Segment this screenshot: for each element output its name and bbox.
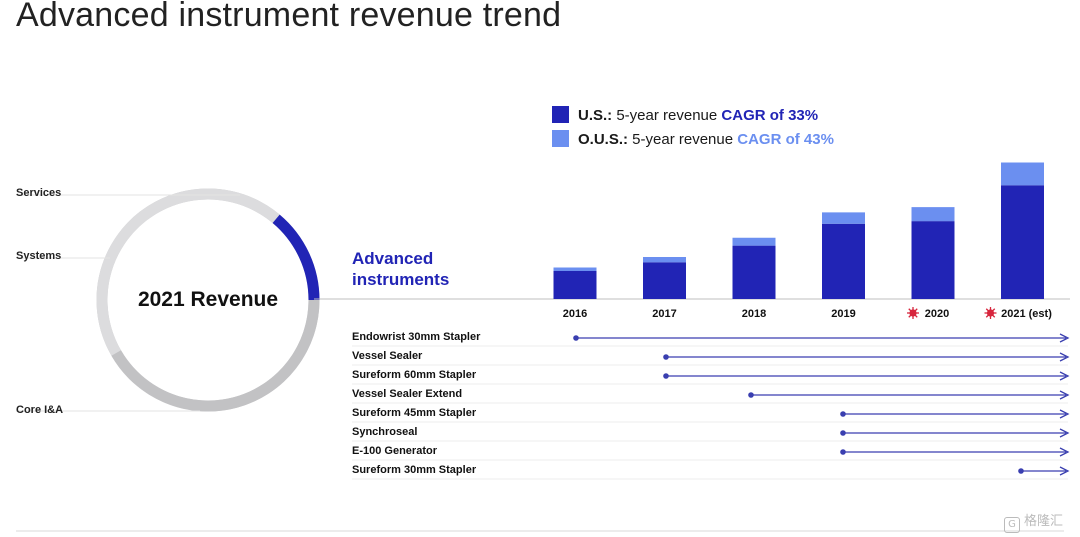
timeline-launch-dot xyxy=(748,392,754,398)
bar-ous xyxy=(553,267,597,271)
bar-us xyxy=(822,223,865,299)
arrow-head-icon xyxy=(1059,352,1070,362)
bar-us xyxy=(732,245,776,299)
product-label: Synchroseal xyxy=(352,426,418,438)
watermark-logo-icon: G xyxy=(1004,517,1020,533)
bar-ous xyxy=(643,257,686,263)
x-tick-label: 2017 xyxy=(652,308,676,320)
product-label: Endowrist 30mm Stapler xyxy=(352,331,481,343)
advanced-instruments-label: Advanced instruments xyxy=(352,249,450,289)
x-tick-label: 2016 xyxy=(563,308,587,320)
timeline-launch-dot xyxy=(1018,468,1024,474)
arrow-head-icon xyxy=(1059,333,1070,343)
legend-ous: O.U.S.: 5-year revenue CAGR of 43% xyxy=(552,130,834,148)
timeline-launch-dot xyxy=(840,449,846,455)
product-label: E-100 Generator xyxy=(352,445,437,457)
legend-us-bold: U.S.: xyxy=(578,107,613,124)
legend-ous-text: 5-year revenue xyxy=(628,131,738,148)
arrow-head-icon xyxy=(1059,466,1070,476)
legend-ous-cagr: CAGR of 43% xyxy=(737,131,834,148)
product-label: Sureform 60mm Stapler xyxy=(352,369,477,381)
timeline-launch-dot xyxy=(840,411,846,417)
bar-us xyxy=(643,262,686,299)
timeline-launch-dot xyxy=(663,354,669,360)
donut-center-label: 2021 Revenue xyxy=(137,288,279,311)
arrow-head-icon xyxy=(1059,447,1070,457)
arrow-head-icon xyxy=(1059,390,1070,400)
segment-label-core: Core I&A xyxy=(16,404,64,416)
bar-us xyxy=(553,271,597,299)
product-label: Vessel Sealer xyxy=(352,350,423,362)
legend-us-swatch xyxy=(552,106,569,123)
legend-ous-swatch xyxy=(552,130,569,147)
virus-marker-body xyxy=(909,309,917,317)
virus-marker-body xyxy=(986,309,995,317)
bar-us xyxy=(1001,185,1044,299)
virus-marker-icon xyxy=(984,307,997,319)
legend-ous-bold: O.U.S.: xyxy=(578,131,629,148)
product-label: Sureform 30mm Stapler xyxy=(352,464,477,476)
x-tick-labels: 2016 2017 2018 2019 2020 2021 (est) xyxy=(563,307,1052,320)
bar-ous xyxy=(822,212,865,224)
donut-segment-advanced xyxy=(272,214,320,301)
bar-ous xyxy=(1001,162,1044,186)
donut-segment-core xyxy=(111,299,320,412)
bar-chart xyxy=(553,162,1044,299)
x-tick-label: 2020 xyxy=(925,308,949,320)
watermark: G 格隆汇 xyxy=(1004,510,1063,533)
timeline-launch-dot xyxy=(573,335,579,341)
timeline-launch-dot xyxy=(663,373,669,379)
arrow-head-icon xyxy=(1059,409,1070,419)
arrow-head-icon xyxy=(1059,428,1070,438)
legend-us-text: 5-year revenue xyxy=(612,107,722,124)
bar-us xyxy=(911,221,955,299)
arrow-head-icon xyxy=(1059,371,1070,381)
product-label: Sureform 45mm Stapler xyxy=(352,407,477,419)
bar-ous xyxy=(911,207,955,222)
x-tick-label: 2019 xyxy=(831,308,855,320)
product-label: Vessel Sealer Extend xyxy=(352,388,463,400)
x-tick-label: 2018 xyxy=(742,308,766,320)
product-timeline xyxy=(16,333,1070,532)
virus-marker-icon xyxy=(907,307,919,319)
x-tick-label: 2021 (est) xyxy=(1001,308,1052,320)
page-title: Advanced instrument revenue trend xyxy=(16,0,562,34)
legend-us: U.S.: 5-year revenue CAGR of 33% xyxy=(552,106,818,124)
segment-label-systems: Systems xyxy=(16,250,62,262)
segment-label-services: Services xyxy=(16,187,62,199)
revenue-donut xyxy=(96,188,320,412)
bar-ous xyxy=(732,237,776,246)
timeline-launch-dot xyxy=(840,430,846,436)
watermark-text: 格隆汇 xyxy=(1024,514,1064,529)
legend-us-cagr: CAGR of 33% xyxy=(721,107,819,124)
